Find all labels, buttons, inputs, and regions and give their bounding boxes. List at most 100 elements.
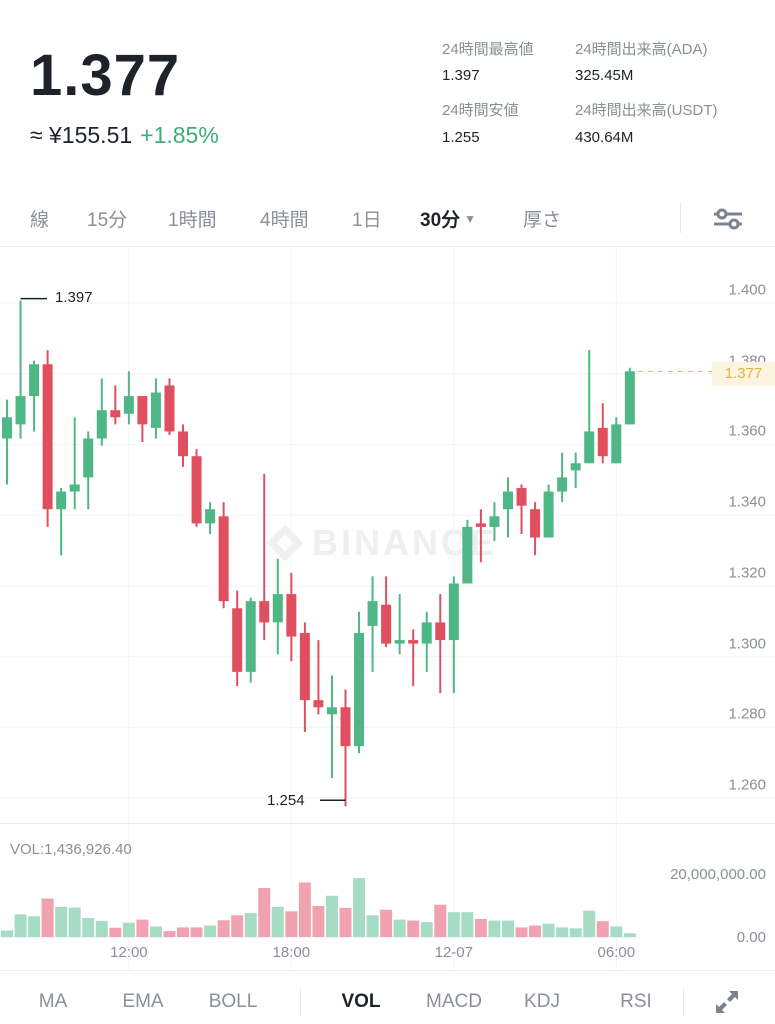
candle-up xyxy=(624,371,635,425)
tab-1h[interactable]: 1時間 xyxy=(168,210,217,231)
candle-down xyxy=(516,488,527,506)
last-price-tag: 1.377 xyxy=(712,362,775,386)
volume-bar xyxy=(380,909,393,937)
tab-line[interactable]: 線 xyxy=(30,210,50,231)
volume-bar xyxy=(461,912,474,937)
volume-bar xyxy=(447,912,460,937)
volume-bar xyxy=(366,915,379,937)
y-axis-label: 1.280 xyxy=(728,705,766,723)
y-axis-label: 1.400 xyxy=(728,281,766,299)
candle-down xyxy=(218,516,229,602)
volume-base-value: 325.45M xyxy=(575,67,634,84)
candle-down xyxy=(191,456,202,524)
volume-bar xyxy=(258,888,271,937)
volume-bar xyxy=(68,907,81,937)
y-axis-label: 1.340 xyxy=(728,493,766,511)
indicator-separator xyxy=(300,988,301,1016)
volume-bar xyxy=(109,927,122,937)
indicator-rsi[interactable]: RSI xyxy=(620,991,652,1012)
y-axis-label: 1.300 xyxy=(728,635,766,653)
x-axis-label: 12:00 xyxy=(110,944,148,961)
candle-down xyxy=(137,396,148,425)
candle-down xyxy=(259,601,270,623)
volume-bar xyxy=(339,907,352,937)
candle-down xyxy=(164,385,175,432)
volume-bar xyxy=(529,925,542,937)
candle-up xyxy=(489,516,500,527)
tab-1d[interactable]: 1日 xyxy=(352,210,382,231)
candle-down xyxy=(408,640,419,644)
volume-divider xyxy=(0,823,775,824)
low-24h-label: 24時間安値 xyxy=(442,102,519,119)
volume-bar xyxy=(596,921,609,937)
volume-bar xyxy=(231,915,244,937)
candle-up xyxy=(15,396,26,425)
volume-readout: VOL:1,436,926.40 xyxy=(10,841,132,858)
tab-4h[interactable]: 4時間 xyxy=(260,210,309,231)
volume-bar xyxy=(298,882,311,937)
candle-up xyxy=(570,463,581,471)
volume-quote-label: 24時間出来高(USDT) xyxy=(575,102,718,119)
volume-bar xyxy=(583,910,596,937)
fullscreen-button[interactable] xyxy=(713,988,741,1016)
candle-up xyxy=(56,491,67,510)
indicator-vol[interactable]: VOL xyxy=(341,991,381,1012)
volume-bar xyxy=(190,927,203,937)
candle-down xyxy=(597,427,608,457)
volume-quote-value: 430.64M xyxy=(575,129,634,146)
indicator-divider xyxy=(0,970,775,971)
volume-axis-max: 20,000,000.00 xyxy=(670,866,766,883)
volume-bar xyxy=(82,918,95,937)
volume-bar xyxy=(542,923,555,937)
candle-up xyxy=(462,526,473,584)
candle-up xyxy=(69,484,80,492)
indicator-macd[interactable]: MACD xyxy=(426,991,482,1012)
candle-up xyxy=(326,707,337,715)
candle-up xyxy=(2,417,12,439)
volume-bar xyxy=(163,931,176,937)
chart-settings-button[interactable] xyxy=(712,206,744,232)
volume-bar xyxy=(14,914,27,937)
candle-up xyxy=(29,364,40,397)
candle-up xyxy=(83,438,94,478)
indicator-ma[interactable]: MA xyxy=(38,991,68,1012)
candle-up xyxy=(123,396,134,414)
tab-divider xyxy=(680,203,681,233)
volume-bar xyxy=(556,927,569,937)
candle-up xyxy=(394,640,405,644)
tab-30m-label: 30分 xyxy=(420,210,461,231)
candlestick-chart[interactable] xyxy=(0,247,775,970)
volume-bar xyxy=(177,927,190,937)
candle-up xyxy=(421,622,432,644)
volume-bar xyxy=(420,922,433,937)
volume-bar xyxy=(285,911,298,937)
candle-down xyxy=(286,594,297,637)
y-axis-label: 1.320 xyxy=(728,564,766,582)
indicator-boll[interactable]: BOLL xyxy=(208,991,258,1012)
change-percent: +1.85% xyxy=(140,122,219,148)
candle-up xyxy=(150,392,161,428)
tab-depth[interactable]: 厚さ xyxy=(523,210,562,231)
candle-down xyxy=(381,604,392,644)
volume-bar xyxy=(474,919,487,937)
indicator-ema[interactable]: EMA xyxy=(122,991,164,1012)
candle-down xyxy=(178,431,189,457)
volume-bar xyxy=(122,922,135,937)
volume-axis-zero: 0.00 xyxy=(736,929,766,946)
tab-15m[interactable]: 15分 xyxy=(87,210,128,231)
indicator-kdj[interactable]: KDJ xyxy=(524,991,560,1012)
volume-bar xyxy=(434,904,447,937)
candle-down xyxy=(110,410,121,418)
volume-bar xyxy=(55,906,68,937)
volume-bar xyxy=(271,906,284,937)
volume-bar xyxy=(312,906,325,937)
tab-30m-dropdown[interactable]: 30分 ▼ xyxy=(420,205,476,232)
volume-bar xyxy=(244,913,257,937)
candle-up xyxy=(543,491,554,538)
volume-bar xyxy=(353,878,366,937)
candle-up xyxy=(557,477,568,492)
candle-down xyxy=(232,608,243,672)
volume-bar xyxy=(623,933,636,937)
high-marker-label: 1.397 xyxy=(55,289,93,306)
volume-bar xyxy=(393,919,406,937)
